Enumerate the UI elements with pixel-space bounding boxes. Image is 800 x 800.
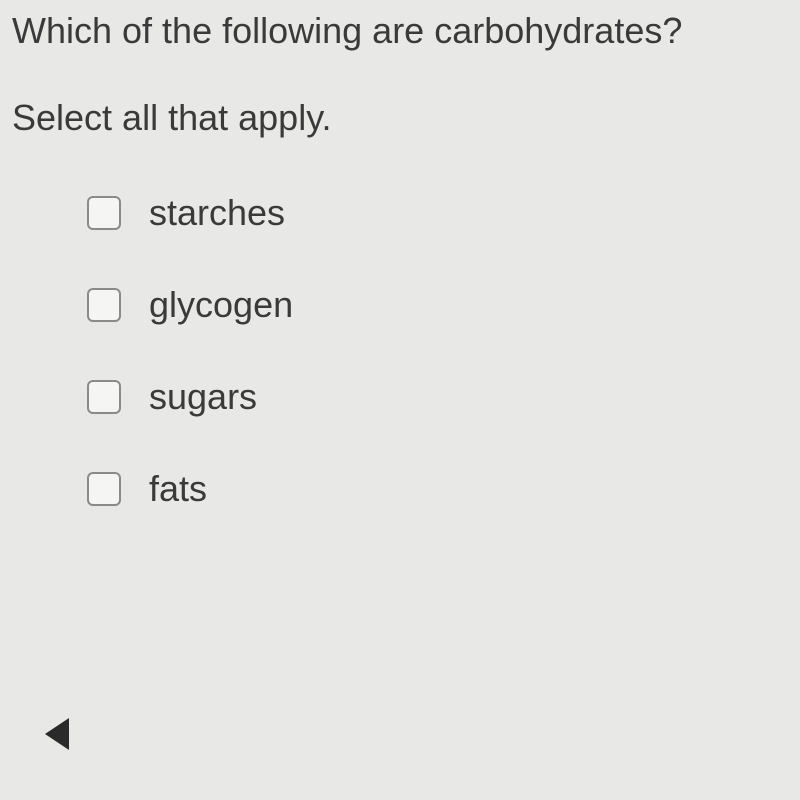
checkbox-glycogen[interactable] — [87, 288, 121, 322]
checkbox-starches[interactable] — [87, 196, 121, 230]
option-label-glycogen: glycogen — [149, 284, 293, 326]
option-row-sugars: sugars — [87, 376, 788, 418]
checkbox-fats[interactable] — [87, 472, 121, 506]
option-label-starches: starches — [149, 192, 285, 234]
option-row-starches: starches — [87, 192, 788, 234]
options-container: starches glycogen sugars fats — [12, 192, 788, 510]
instruction-text: Select all that apply. — [12, 95, 788, 142]
option-label-sugars: sugars — [149, 376, 257, 418]
back-arrow-icon[interactable] — [45, 718, 69, 750]
checkbox-sugars[interactable] — [87, 380, 121, 414]
option-row-fats: fats — [87, 468, 788, 510]
option-row-glycogen: glycogen — [87, 284, 788, 326]
option-label-fats: fats — [149, 468, 207, 510]
question-text: Which of the following are carbohydrates… — [12, 8, 788, 55]
